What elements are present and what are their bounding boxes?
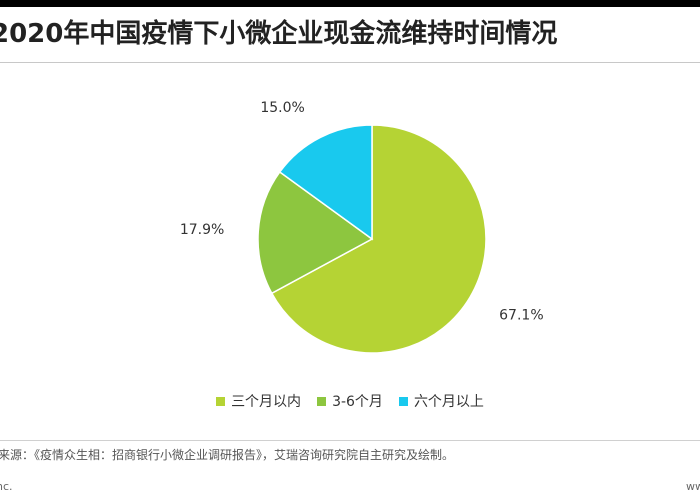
legend-label-1: 3-6个月 [332, 394, 383, 410]
pie-slice-2 [278, 124, 373, 241]
title-divider [0, 62, 700, 63]
data-label-2: 15.0% [260, 100, 304, 116]
data-label-0: 67.1% [499, 308, 543, 324]
top-bar [0, 0, 700, 7]
chart-title: 2020年中国疫情下小微企业现金流维持时间情况 [0, 19, 558, 49]
pie-slice-1 [257, 170, 374, 295]
pie-slice-0 [270, 124, 487, 354]
legend-item-2: 六个月以上 [398, 391, 484, 411]
legend-item-0: 三个月以内 [216, 391, 301, 411]
legend-item-1: 3-6个月 [317, 391, 383, 411]
source-note: 来源：《疫情众生相：招商银行小微企业调研报告》，艾瑞咨询研究院自主研究及绘制。 [0, 448, 455, 462]
footer-right-text: ww [686, 480, 700, 493]
legend-label-0: 三个月以内 [231, 394, 302, 410]
footer-divider [0, 440, 700, 441]
footer-left-text: nc. [0, 480, 13, 493]
data-label-1: 17.9% [180, 222, 224, 238]
legend-label-2: 六个月以上 [413, 394, 484, 410]
legend-swatch-2 [398, 396, 408, 406]
legend-swatch-0 [216, 396, 226, 406]
legend-swatch-1 [317, 396, 327, 406]
legend: 三个月以内 3-6个月 六个月以上 [0, 391, 700, 411]
